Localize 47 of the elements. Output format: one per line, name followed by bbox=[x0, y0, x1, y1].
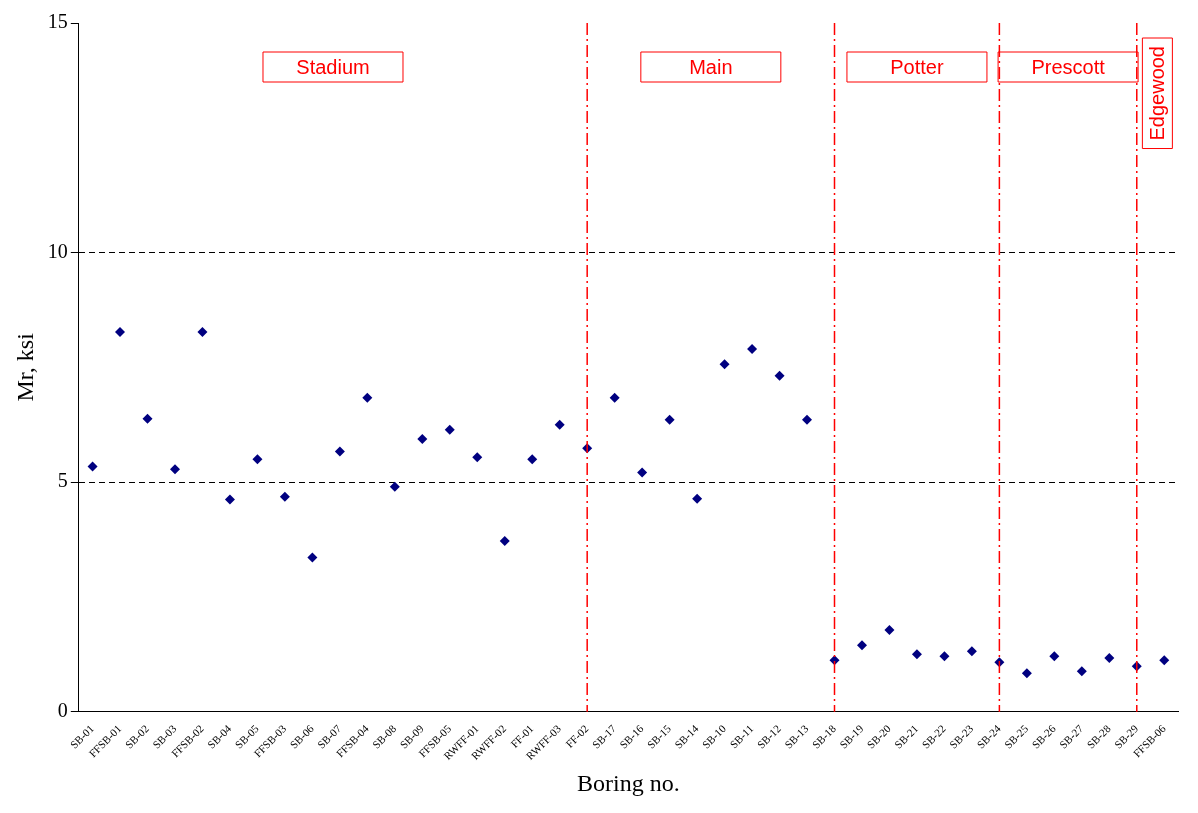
point bbox=[719, 359, 730, 370]
x-axis-title: Boring no. bbox=[577, 769, 680, 796]
point bbox=[747, 344, 758, 355]
point bbox=[802, 414, 813, 425]
annotation: Prescott bbox=[1031, 55, 1106, 78]
annotation: Main bbox=[689, 55, 733, 78]
point bbox=[884, 625, 895, 636]
point bbox=[334, 446, 345, 457]
point bbox=[87, 461, 98, 472]
point bbox=[527, 454, 538, 465]
point bbox=[252, 454, 263, 465]
y-axis-title: Mr, ksi bbox=[11, 332, 38, 402]
y-tick-label: 5 bbox=[57, 469, 68, 492]
annotation: Stadium bbox=[296, 55, 370, 78]
point bbox=[115, 327, 126, 338]
point bbox=[856, 640, 867, 651]
point bbox=[444, 424, 455, 435]
y-tick-label: 15 bbox=[47, 10, 68, 33]
point bbox=[939, 651, 950, 662]
point bbox=[142, 413, 153, 424]
y-tick-label: 10 bbox=[47, 239, 68, 262]
point bbox=[774, 370, 785, 381]
point bbox=[169, 464, 180, 475]
point bbox=[1021, 668, 1032, 679]
point bbox=[499, 535, 510, 546]
point bbox=[664, 414, 675, 425]
annotation: Edgewood bbox=[1145, 46, 1168, 141]
point bbox=[1049, 651, 1060, 662]
point bbox=[472, 452, 483, 463]
y-tick-label: 0 bbox=[57, 699, 68, 721]
point bbox=[1159, 655, 1170, 666]
annotation: Potter bbox=[890, 55, 944, 78]
point bbox=[554, 419, 565, 430]
point bbox=[362, 392, 373, 403]
point bbox=[966, 646, 977, 657]
point bbox=[609, 392, 620, 403]
point bbox=[692, 493, 703, 504]
point bbox=[224, 494, 235, 505]
point bbox=[389, 481, 400, 492]
point bbox=[637, 467, 648, 478]
point bbox=[911, 649, 922, 660]
point bbox=[1076, 666, 1087, 677]
point bbox=[1104, 653, 1115, 664]
point bbox=[279, 491, 290, 502]
point bbox=[307, 552, 318, 563]
point bbox=[197, 327, 208, 338]
point bbox=[417, 434, 428, 444]
